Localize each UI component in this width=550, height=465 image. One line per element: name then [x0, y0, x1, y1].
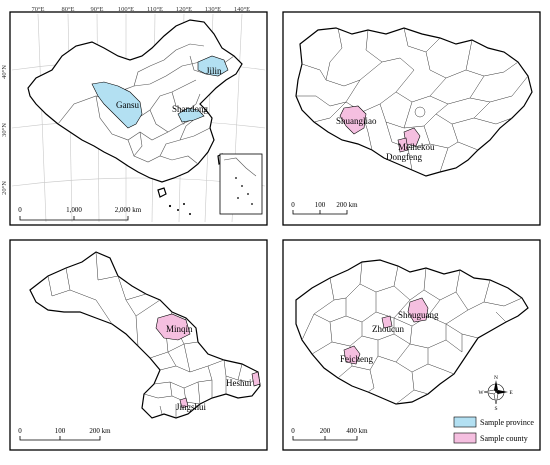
label-shandong: Shandong [172, 104, 209, 114]
lon-tick: 70°E [31, 6, 44, 13]
compass-east: E [509, 390, 513, 396]
south-sea-islands [168, 203, 191, 215]
county-shuangliao [339, 105, 367, 135]
legend-label-province: Sample province [480, 418, 534, 427]
lat-tick: 40°N [1, 65, 8, 79]
panel-gansu: Minqin Heshui Jingshui 0 100 200 km [9, 239, 268, 451]
inset-coast [223, 157, 257, 177]
legend-swatch-province [453, 416, 477, 428]
label-zhoucun: Zhoucun [372, 324, 404, 334]
scalebar-label: 0 [18, 206, 22, 214]
county-feicheng [343, 345, 361, 365]
lon-tick: 110°E [147, 6, 163, 13]
county-boundaries-jilin [296, 27, 529, 173]
scalebar-label: 0 [291, 427, 295, 435]
south-china-sea-inset [219, 153, 263, 215]
scalebar-label: 200 km [336, 201, 358, 209]
scalebar-label: 200 [320, 427, 331, 435]
inset-islands [235, 177, 253, 205]
lat-tick: 20°N [1, 181, 8, 195]
county-zhoucun [381, 315, 393, 329]
compass-south: S [494, 406, 497, 412]
panel-shandong: Shouguang Zhoucun Feicheng N S E W Sampl… [282, 239, 541, 451]
scalebar-label: 100 [315, 201, 326, 209]
shandong-outline [295, 259, 529, 405]
province-jilin [197, 55, 229, 77]
label-dongfeng: Dongfeng [386, 152, 422, 162]
scalebar-label: 1,000 [66, 206, 82, 214]
lon-tick: 140°E [234, 6, 250, 13]
label-jingshui: Jingshui [176, 402, 207, 412]
county-shouguang [407, 297, 429, 323]
label-feicheng: Feicheng [340, 354, 373, 364]
label-meihekou: Meihekou [398, 142, 435, 152]
lon-tick: 100°E [118, 6, 134, 13]
county-boundaries-gansu [47, 251, 259, 418]
province-gansu [91, 81, 143, 129]
label-gansu: Gansu [116, 100, 139, 110]
label-heshui: Heshui [226, 378, 252, 388]
scalebar-shandong: 0 200 400 km [291, 427, 368, 441]
lon-tick: 130°E [205, 6, 221, 13]
province-boundaries [57, 43, 235, 165]
scalebar-label: 0 [18, 427, 22, 435]
label-minqin: Minqin [166, 324, 193, 334]
province-shandong [177, 107, 205, 123]
compass-west: W [478, 390, 484, 396]
lon-tick: 80°E [61, 6, 74, 13]
legend-swatch-county [453, 432, 477, 444]
scalebar-label: 2,000 km [115, 206, 142, 214]
label-jilin: Jilin [206, 66, 222, 76]
label-shouguang: Shouguang [398, 310, 439, 320]
scalebar-label: 0 [291, 201, 295, 209]
scalebar-china: 0 1,000 2,000 km [18, 206, 142, 221]
lon-tick: 90°E [90, 6, 103, 13]
gansu-outline [29, 251, 261, 419]
compass-north: N [494, 375, 498, 381]
scalebar-gansu: 0 100 200 km [18, 427, 111, 441]
legend-label-county: Sample county [480, 434, 528, 443]
scalebar-jilin: 0 100 200 km [291, 201, 358, 215]
jilin-outline [295, 27, 533, 177]
county-jingshui [179, 397, 189, 409]
label-shuangliao: Shuangliao [336, 116, 377, 126]
county-heshui [251, 371, 261, 387]
legend: Sample province Sample county [453, 416, 534, 444]
panel-jilin: Shuangliao Meihekou Dongfeng 0 100 200 k… [282, 11, 541, 226]
panel-china: 70°E 80°E 90°E 100°E 110°E 120°E 130°E 1… [1, 6, 268, 226]
compass-icon: N S E W [478, 375, 513, 412]
scalebar-label: 100 [55, 427, 66, 435]
lat-tick: 30°N [1, 123, 8, 137]
scalebar-label: 400 km [346, 427, 368, 435]
county-minqin [155, 313, 191, 341]
scalebar-label: 200 km [89, 427, 111, 435]
lon-tick: 120°E [176, 6, 192, 13]
hainan-island [157, 187, 167, 198]
county-dongfeng [397, 137, 409, 153]
